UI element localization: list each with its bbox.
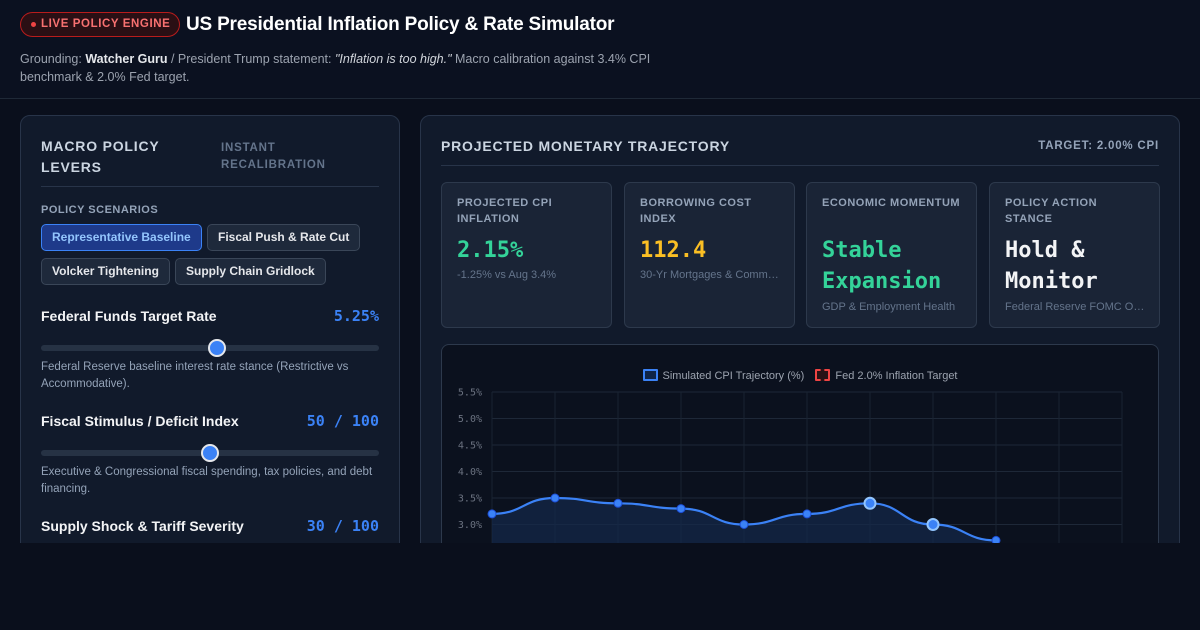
live-dot-icon <box>31 22 36 27</box>
divider <box>41 186 379 187</box>
cpi-data-point <box>487 509 497 519</box>
fed-rate-slider[interactable] <box>41 339 379 357</box>
legend-swatch-icon <box>642 369 658 381</box>
grounding-suffix: Macro calibration against 3.4% CPI bench… <box>20 52 651 84</box>
kpi-label: POLICY ACTION STANCE <box>1005 197 1098 225</box>
grounding-source: Watcher Guru <box>85 52 168 66</box>
y-tick-label: 4.5% <box>458 441 482 452</box>
cpi-data-point <box>802 509 812 519</box>
cpi-trajectory-chart: Simulated CPI Trajectory (%) Fed 2.0% In… <box>441 344 1159 554</box>
y-tick-label: 3.0% <box>458 520 482 531</box>
kpi-value: 112.4 <box>640 238 707 263</box>
supply-shock-value: 30 / 100 <box>306 517 379 535</box>
grounding-quote: "Inflation is too high." <box>334 52 452 66</box>
kpi-value: Hold & Monitor <box>1005 238 1098 294</box>
fiscal-stimulus-description: Executive & Congressional fiscal spendin… <box>41 466 373 495</box>
levers-panel-title: MACRO POLICY LEVERS <box>41 138 160 175</box>
y-tick-label: 5.0% <box>458 414 482 425</box>
scenario-fiscal-push-button[interactable]: Fiscal Push & Rate Cut <box>207 224 361 251</box>
scenario-volcker-button[interactable]: Volcker Tightening <box>41 258 170 285</box>
page-background <box>0 543 1200 630</box>
grounding-prefix: Grounding: <box>20 52 86 66</box>
kpi-card-momentum: ECONOMIC MOMENTUM Stable Expansion GDP &… <box>806 182 977 328</box>
trajectory-panel: PROJECTED MONETARY TRAJECTORY TARGET: 2.… <box>420 115 1180 555</box>
chart-legend: Simulated CPI Trajectory (%) Fed 2.0% In… <box>442 369 1158 382</box>
scenario-baseline-button[interactable]: Representative Baseline <box>41 224 202 251</box>
fed-rate-value: 5.25% <box>333 307 379 325</box>
legend-label: Fed 2.0% Inflation Target <box>835 370 958 382</box>
fiscal-stimulus-slider-thumb[interactable] <box>201 444 219 462</box>
y-tick-label: 3.5% <box>458 494 482 505</box>
scenarios-label: POLICY SCENARIOS <box>41 204 159 216</box>
fed-rate-label: Federal Funds Target Rate <box>41 308 217 324</box>
kpi-note: Federal Reserve FOMC Outlook <box>1005 301 1147 313</box>
fed-rate-description: Federal Reserve baseline interest rate s… <box>41 361 349 390</box>
cpi-data-point <box>613 498 623 508</box>
legend-label: Simulated CPI Trajectory (%) <box>662 370 805 382</box>
legend-item-fed-target[interactable]: Fed 2.0% Inflation Target <box>815 369 958 382</box>
grounding-mid: / President Trump statement: <box>167 52 335 66</box>
cpi-target-label: TARGET: 2.00% CPI <box>1038 140 1159 152</box>
cpi-data-point <box>926 518 940 531</box>
y-tick-label: 5.5% <box>458 388 482 399</box>
y-tick-label: 4.0% <box>458 467 482 478</box>
live-status-badge: LIVE POLICY ENGINE <box>20 12 181 37</box>
kpi-value: Stable Expansion <box>822 238 942 294</box>
levers-panel-subtitle: INSTANT RECALIBRATION <box>221 142 326 171</box>
kpi-label: BORROWING COST INDEX <box>640 197 752 225</box>
grounding-text: Grounding: Watcher Guru / President Trum… <box>20 50 660 86</box>
divider <box>441 165 1159 166</box>
supply-shock-label: Supply Shock & Tariff Severity <box>41 518 244 534</box>
kpi-card-stance: POLICY ACTION STANCE Hold & Monitor Fede… <box>989 182 1160 328</box>
kpi-note: 30-Yr Mortgages & Commercial Loans <box>640 269 782 281</box>
app-header: LIVE POLICY ENGINE US Presidential Infla… <box>0 0 1200 99</box>
kpi-label: PROJECTED CPI INFLATION <box>457 197 553 225</box>
kpi-note: GDP & Employment Health <box>822 301 956 313</box>
fed-rate-slider-thumb[interactable] <box>207 339 226 357</box>
fiscal-stimulus-value: 50 / 100 <box>306 412 379 430</box>
page-title: US Presidential Inflation Policy & Rate … <box>186 14 615 35</box>
legend-swatch-icon <box>815 369 831 381</box>
cpi-data-point <box>676 504 686 514</box>
legend-item-cpi[interactable]: Simulated CPI Trajectory (%) <box>642 369 805 382</box>
cpi-data-point <box>739 520 749 529</box>
trajectory-panel-title: PROJECTED MONETARY TRAJECTORY <box>441 138 730 154</box>
kpi-label: ECONOMIC MOMENTUM <box>822 197 961 209</box>
fiscal-stimulus-label: Fiscal Stimulus / Deficit Index <box>41 413 239 429</box>
scenario-supply-chain-button[interactable]: Supply Chain Gridlock <box>175 258 326 285</box>
macro-levers-panel: MACRO POLICY LEVERS INSTANT RECALIBRATIO… <box>20 115 400 555</box>
chart-plot-area: 5.5% 5.0% 4.5% 4.0% 3.5% 3.0% <box>458 388 1123 554</box>
kpi-note: -1.25% vs Aug 3.4% <box>457 269 557 281</box>
fiscal-stimulus-slider[interactable] <box>41 444 379 462</box>
kpi-card-borrowing: BORROWING COST INDEX 112.4 30-Yr Mortgag… <box>624 182 795 328</box>
cpi-data-point <box>863 496 877 510</box>
badge-label: LIVE POLICY ENGINE <box>41 18 171 30</box>
kpi-value: 2.15% <box>457 238 524 263</box>
kpi-card-cpi: PROJECTED CPI INFLATION 2.15% -1.25% vs … <box>441 182 612 328</box>
cpi-data-point <box>550 493 560 503</box>
